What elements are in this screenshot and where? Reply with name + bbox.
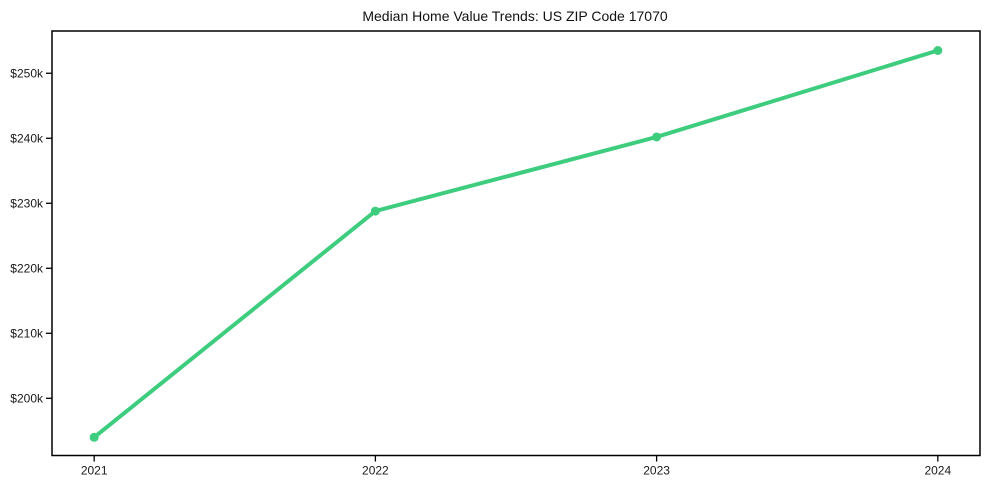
- y-tick-label: $210k: [10, 326, 44, 340]
- x-tick-label: 2021: [81, 464, 108, 478]
- data-point: [933, 46, 943, 56]
- chart-title: Median Home Value Trends: US ZIP Code 17…: [362, 8, 668, 24]
- axes-box: [51, 30, 981, 457]
- x-tick-label: 2023: [643, 464, 670, 478]
- y-tick-label: $220k: [10, 261, 44, 275]
- y-tick-label: $240k: [10, 131, 44, 145]
- data-point: [652, 132, 662, 142]
- x-tick-label: 2024: [924, 464, 951, 478]
- trend-line: [92, 48, 940, 440]
- x-tick-label: 2022: [362, 464, 389, 478]
- y-tick-label: $230k: [10, 196, 44, 210]
- y-tick-label: $200k: [10, 391, 44, 405]
- plot-area: $200k $210k $220k $230k $240k $250k 2021 2022 20…: [10, 30, 981, 478]
- data-point: [370, 206, 380, 216]
- data-point: [89, 432, 99, 442]
- y-tick-label: $250k: [10, 66, 44, 80]
